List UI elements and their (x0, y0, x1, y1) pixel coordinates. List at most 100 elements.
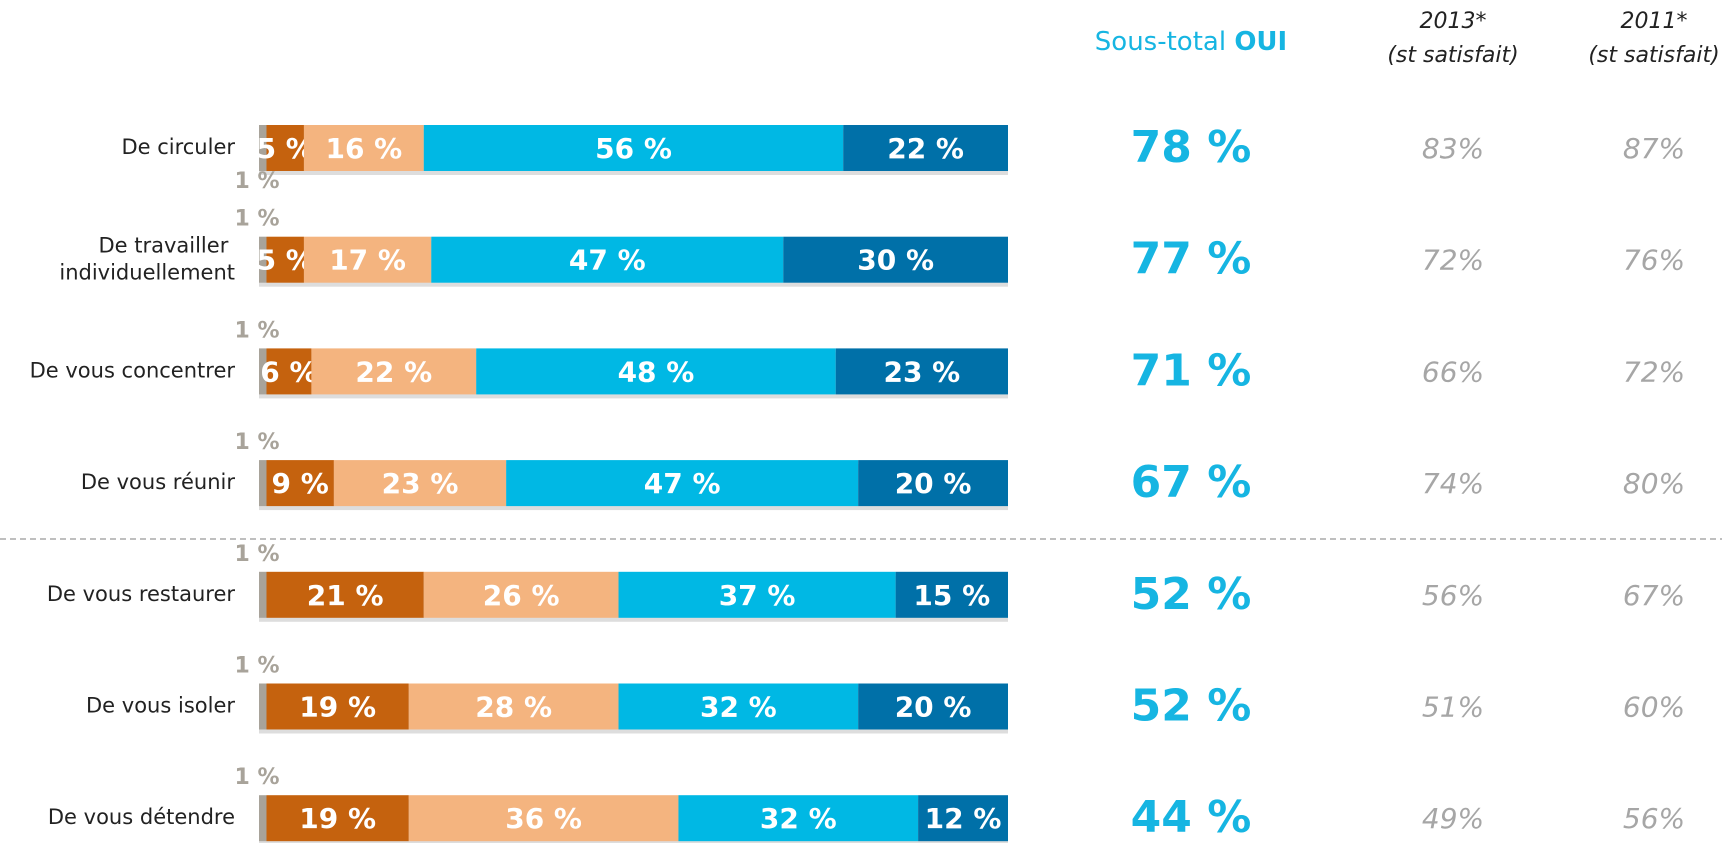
bar-segment (259, 125, 267, 171)
small-value-label: 1 % (234, 207, 279, 232)
category-label-line: individuellement (59, 261, 235, 285)
subtotal-value: 77 % (1131, 234, 1252, 285)
bar-segment (423, 571, 619, 618)
column-header-part: Sous-total (1095, 27, 1235, 57)
history-value: 76% (1623, 244, 1685, 277)
bar-segment (895, 571, 1008, 618)
bar-segment (431, 236, 784, 283)
small-value-label: 1 % (234, 765, 279, 790)
bar-segment (259, 348, 267, 395)
value-label: 23 % (883, 355, 960, 388)
value-label: 22 % (887, 132, 964, 165)
bar-segment (476, 348, 836, 395)
column-header: 2011* (1621, 9, 1688, 34)
history-value: 72% (1422, 244, 1484, 277)
category-label: De travailler individuellement (59, 234, 235, 285)
bar-segment (266, 795, 409, 842)
value-label: 20 % (895, 691, 972, 724)
subtotal-value: 52 % (1131, 681, 1252, 732)
small-value-label: 1 % (234, 169, 279, 194)
bar-segment (858, 683, 1008, 730)
column-header: (st satisfait) (1588, 43, 1719, 68)
category-label: De vous restaurer (47, 582, 236, 606)
category-label: De vous détendre (48, 805, 235, 829)
value-label: 37 % (719, 579, 796, 612)
small-value-label: 1 % (234, 654, 279, 679)
history-value: 67% (1623, 579, 1685, 612)
subtotal-value: 44 % (1131, 792, 1252, 843)
bar-segment (259, 683, 267, 730)
bar-segment (303, 125, 424, 171)
subtotal-value: 71 % (1131, 345, 1252, 396)
bar-segment (618, 571, 896, 618)
bar-segment (259, 795, 267, 842)
value-label: 36 % (505, 802, 582, 835)
bar-segment (266, 348, 312, 395)
value-label: 30 % (857, 244, 934, 277)
bar-segment (311, 348, 477, 395)
column-header: (st satisfait) (1387, 43, 1518, 68)
bar-segment (266, 236, 304, 283)
bar-segment (506, 460, 859, 507)
column-header: Sous-total OUI (1095, 27, 1287, 57)
bar-segment (423, 125, 844, 171)
history-value: 56% (1623, 802, 1685, 835)
bar-segment (259, 236, 267, 283)
history-value: 66% (1422, 355, 1484, 388)
value-label: 47 % (644, 467, 721, 500)
bar-segment (266, 125, 304, 171)
value-label: 48 % (618, 355, 695, 388)
bar-segment (266, 460, 334, 507)
category-label: De vous réunir (81, 470, 236, 494)
value-label: 9 % (272, 467, 329, 500)
small-value-label: 1 % (234, 318, 279, 343)
value-label: 21 % (307, 579, 384, 612)
category-label: De vous concentrer (30, 358, 236, 382)
bar-segment (408, 683, 619, 730)
subtotal-value: 52 % (1131, 569, 1252, 620)
bar-segment (408, 795, 679, 842)
history-value: 83% (1422, 132, 1484, 165)
value-label: 19 % (299, 691, 376, 724)
value-label: 56 % (595, 132, 672, 165)
category-label: De circuler (121, 135, 235, 159)
history-value: 51% (1422, 691, 1484, 724)
value-label: 26 % (483, 579, 560, 612)
value-label: 23 % (382, 467, 459, 500)
value-label: 19 % (299, 802, 376, 835)
value-label: 32 % (760, 802, 837, 835)
category-label: De vous isoler (86, 694, 235, 718)
value-label: 12 % (925, 802, 1002, 835)
bar-segment (333, 460, 507, 507)
bar-segment (618, 683, 859, 730)
history-value: 74% (1422, 467, 1484, 500)
subtotal-value: 78 % (1131, 122, 1252, 173)
bar-segment (303, 236, 432, 283)
history-value: 49% (1422, 802, 1484, 835)
bar-segment (259, 460, 267, 507)
bar-segment (259, 571, 267, 618)
small-value-label: 1 % (234, 542, 279, 567)
subtotal-value: 67 % (1131, 457, 1252, 508)
bar-segment (858, 460, 1008, 507)
value-label: 15 % (913, 579, 990, 612)
history-value: 80% (1623, 467, 1685, 500)
history-value: 87% (1623, 132, 1685, 165)
column-header-bold: OUI (1234, 27, 1287, 57)
small-value-label: 1 % (234, 430, 279, 455)
bar-segment (678, 795, 919, 842)
bar-segment (918, 795, 1008, 842)
history-value: 60% (1623, 691, 1685, 724)
bar-segment (835, 348, 1008, 395)
value-label: 28 % (475, 691, 552, 724)
column-header: 2013* (1420, 9, 1487, 34)
value-label: 32 % (700, 691, 777, 724)
value-label: 6 % (260, 355, 317, 388)
value-label: 20 % (895, 467, 972, 500)
bar-segment (783, 236, 1008, 283)
value-label: 17 % (329, 244, 406, 277)
bar-segment (843, 125, 1008, 171)
history-value: 56% (1422, 579, 1484, 612)
value-label: 16 % (325, 132, 402, 165)
